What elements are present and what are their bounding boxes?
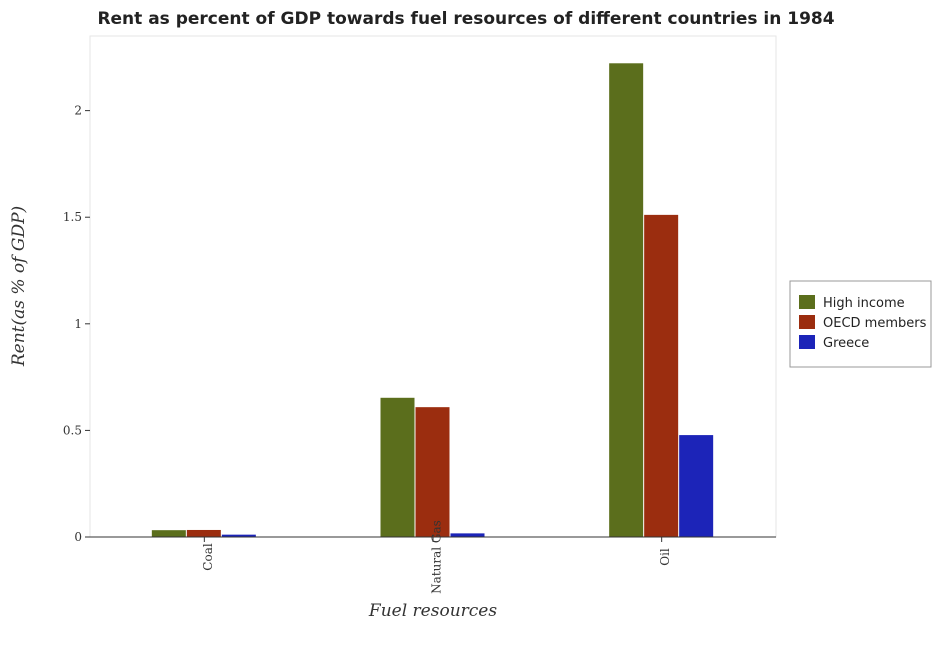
- bar: [609, 63, 644, 537]
- bar: [644, 214, 679, 537]
- bar: [450, 533, 485, 537]
- bar: [679, 435, 714, 537]
- legend-swatch: [799, 315, 815, 329]
- bar: [151, 530, 186, 537]
- y-tick-label: 0: [74, 530, 82, 544]
- legend-label: Greece: [823, 336, 869, 351]
- y-tick-label: 1: [74, 317, 82, 331]
- y-tick-label: 1.5: [63, 210, 82, 224]
- legend: High income OECD members Greece: [789, 280, 932, 368]
- legend-swatch: [799, 335, 815, 349]
- x-tick-label: Oil: [658, 548, 672, 566]
- x-axis-label: Fuel resources: [368, 601, 497, 621]
- bar: [380, 397, 415, 537]
- y-axis-label: Rent(as % of GDP): [9, 206, 29, 367]
- legend-swatch: [799, 295, 815, 309]
- legend-label: High income: [823, 296, 905, 311]
- chart-title: Rent as percent of GDP towards fuel reso…: [97, 9, 834, 29]
- bar: [186, 529, 221, 537]
- y-axis: 0 0.5 1 1.5 2: [63, 104, 90, 544]
- legend-label: OECD members: [823, 316, 927, 331]
- bars: [151, 63, 714, 537]
- y-tick-label: 2: [74, 104, 82, 118]
- x-tick-label: Natural Gas: [430, 520, 444, 594]
- x-axis: Coal Natural Gas Oil: [201, 520, 672, 594]
- y-tick-label: 0.5: [63, 423, 82, 437]
- x-tick-label: Coal: [201, 543, 215, 571]
- bar: [221, 534, 256, 537]
- bar: [415, 407, 450, 537]
